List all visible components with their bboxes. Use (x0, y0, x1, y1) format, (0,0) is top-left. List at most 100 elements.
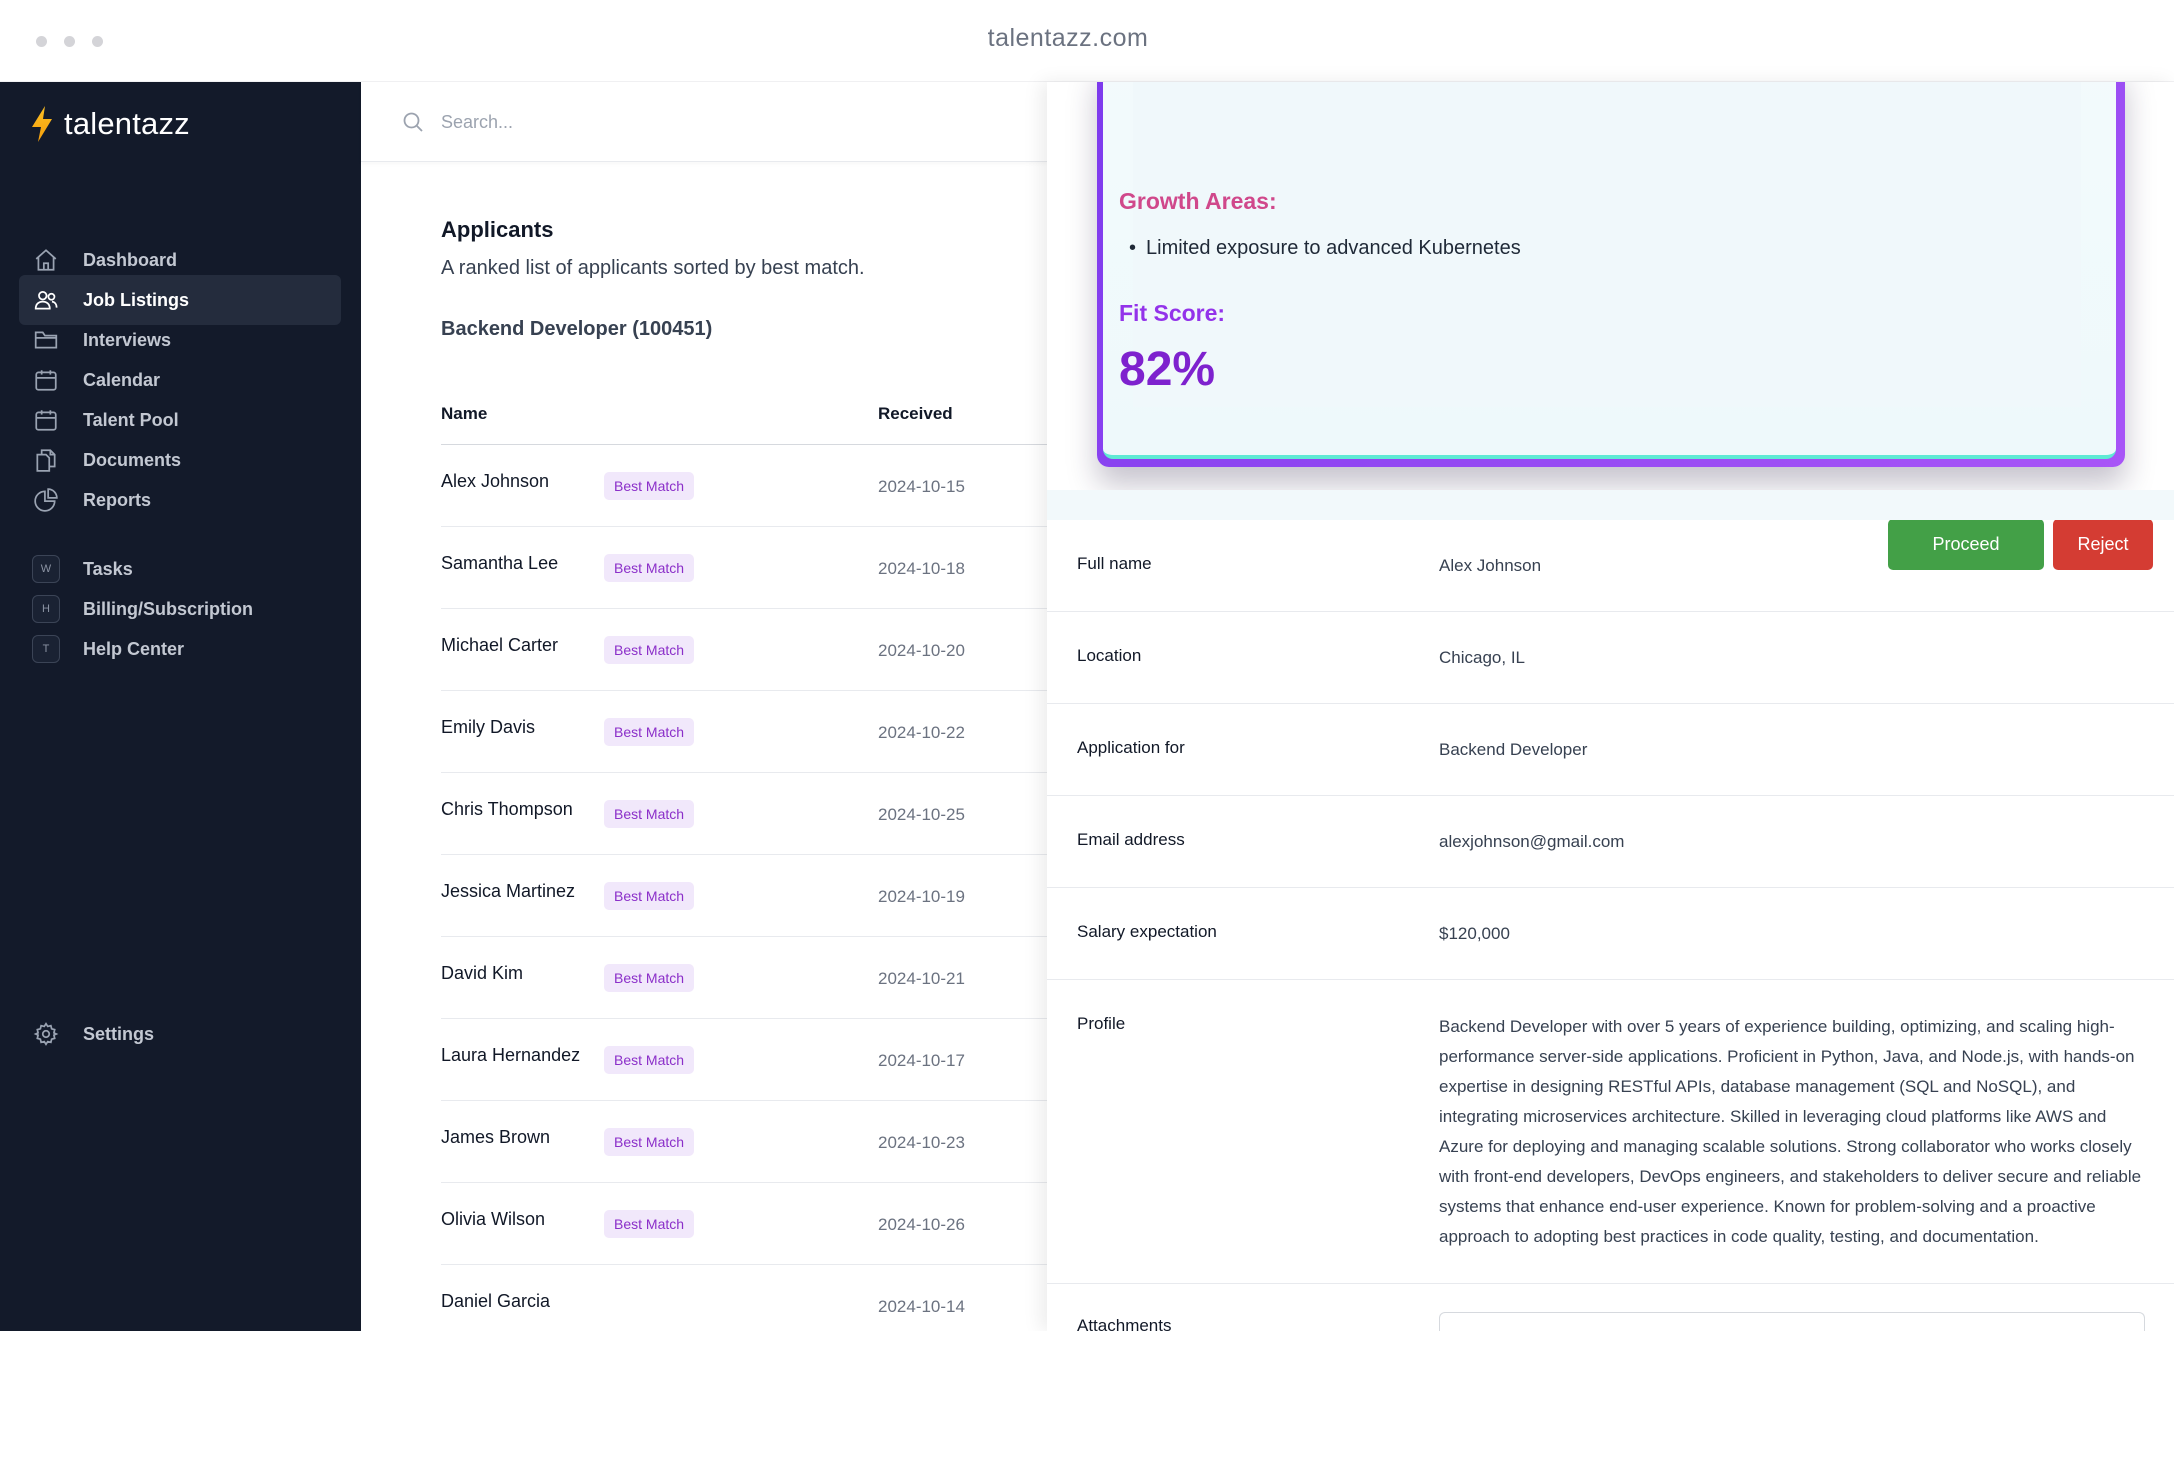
sidebar-item-label: Help Center (83, 638, 185, 659)
table-row[interactable]: Olivia Wilson Best Match 2024-10-26 (441, 1183, 1048, 1265)
address-bar-url[interactable]: talentazz.com (987, 24, 1149, 52)
analysis-card (1097, 82, 2125, 467)
fit-score-title: Fit Score: (1119, 300, 1226, 326)
proceed-button[interactable]: Proceed (1888, 519, 2044, 570)
window-controls (36, 36, 103, 47)
detail-label: Application for (1077, 738, 1185, 757)
sidebar-item-job-listings[interactable]: Job Listings (19, 275, 341, 325)
sidebar-item-interviews[interactable]: Interviews (19, 315, 341, 365)
attachments-box[interactable] (1439, 1312, 2145, 1331)
sidebar: talentazz Dashboard Job Listings Intervi… (0, 82, 361, 1331)
detail-value: $120,000 (1439, 924, 1510, 943)
detail-label: Location (1077, 646, 1142, 665)
best-match-badge: Best Match (604, 800, 695, 828)
window-dot[interactable] (92, 36, 103, 47)
window-dot[interactable] (64, 36, 75, 47)
received-date: 2024-10-25 (878, 805, 965, 824)
search-bar (361, 82, 1048, 162)
page-title: Applicants (441, 217, 554, 242)
sidebar-item-label: Job Listings (83, 289, 190, 310)
page-subtitle: A ranked list of applicants sorted by be… (441, 257, 865, 279)
sidebar-item-settings[interactable]: Settings (19, 1009, 341, 1059)
sidebar-item-label: Interviews (83, 329, 172, 350)
sidebar-item-label: Tasks (83, 558, 133, 579)
best-match-badge: Best Match (604, 718, 695, 746)
users-icon (31, 285, 61, 315)
table-row[interactable]: Alex Johnson Best Match 2024-10-15 (441, 445, 1048, 527)
best-match-badge: Best Match (604, 1046, 695, 1074)
applicant-name: Emily Davis (441, 717, 536, 737)
profile-text: Backend Developer with over 5 years of e… (1439, 1017, 2142, 1246)
applicant-name: Samantha Lee (441, 553, 559, 573)
section-divider-band (1047, 490, 2174, 520)
browser-chrome: talentazz.com (0, 0, 2174, 82)
best-match-badge: Best Match (604, 1210, 695, 1238)
received-date: 2024-10-23 (878, 1133, 965, 1152)
search-input[interactable] (441, 104, 841, 140)
received-date: 2024-10-22 (878, 723, 965, 742)
pie-chart-icon (31, 485, 61, 515)
table-row[interactable]: Jessica Martinez Best Match 2024-10-19 (441, 855, 1048, 937)
sidebar-item-label: Talent Pool (83, 409, 179, 430)
applicant-name: David Kim (441, 963, 524, 983)
applicant-name: Jessica Martinez (441, 881, 576, 901)
sidebar-item-billing[interactable]: H Billing/Subscription (19, 584, 341, 634)
documents-icon (31, 445, 61, 475)
sidebar-item-calendar[interactable]: Calendar (19, 355, 341, 405)
sidebar-item-tasks[interactable]: W Tasks (19, 544, 341, 594)
calendar-icon (31, 405, 61, 435)
table-row[interactable]: James Brown Best Match 2024-10-23 (441, 1101, 1048, 1183)
fit-score-value: 82% (1119, 343, 1216, 396)
sidebar-item-reports[interactable]: Reports (19, 475, 341, 525)
detail-row-profile: Profile Backend Developer with over 5 ye… (1047, 980, 2174, 1284)
column-header-name[interactable]: Name (441, 404, 488, 423)
window-dot[interactable] (36, 36, 47, 47)
detail-value: Chicago, IL (1439, 648, 1525, 667)
sidebar-item-label: Dashboard (83, 249, 178, 270)
table-divider (441, 444, 1048, 445)
detail-label: Email address (1077, 830, 1185, 849)
reject-button[interactable]: Reject (2053, 519, 2153, 570)
sidebar-item-label: Calendar (83, 369, 161, 390)
search-icon (401, 110, 425, 139)
brand-name: talentazz (64, 106, 190, 141)
table-row[interactable]: Samantha Lee Best Match 2024-10-18 (441, 527, 1048, 609)
best-match-badge: Best Match (604, 636, 695, 664)
analysis-card-body (1103, 82, 2116, 459)
sidebar-item-dashboard[interactable]: Dashboard (19, 235, 341, 285)
applicant-name: Laura Hernandez (441, 1045, 581, 1065)
table-row[interactable]: David Kim Best Match 2024-10-21 (441, 937, 1048, 1019)
table-row[interactable]: Laura Hernandez Best Match 2024-10-17 (441, 1019, 1048, 1101)
sidebar-item-label: Documents (83, 449, 182, 470)
growth-areas-title: Growth Areas: (1119, 188, 1277, 214)
applicant-name: James Brown (441, 1127, 551, 1147)
detail-label: Full name (1077, 554, 1152, 573)
sidebar-item-documents[interactable]: Documents (19, 435, 341, 485)
sidebar-item-help-center[interactable]: T Help Center (19, 624, 341, 674)
sidebar-item-label: Billing/Subscription (83, 598, 253, 619)
brand-logo[interactable]: talentazz (28, 104, 190, 144)
best-match-badge: Best Match (604, 882, 695, 910)
detail-value[interactable]: alexjohnson@gmail.com (1439, 832, 1625, 851)
sidebar-item-talent-pool[interactable]: Talent Pool (19, 395, 341, 445)
applicant-name: Olivia Wilson (441, 1209, 546, 1229)
received-date: 2024-10-15 (878, 477, 965, 496)
table-row[interactable]: Michael Carter Best Match 2024-10-20 (441, 609, 1048, 691)
applicant-name: Michael Carter (441, 635, 559, 655)
gear-icon (31, 1019, 61, 1049)
table-row[interactable]: Emily Davis Best Match 2024-10-22 (441, 691, 1048, 773)
shortcut-key: T (31, 634, 61, 664)
shortcut-key-badge: H (32, 595, 60, 623)
applicant-name: Chris Thompson (441, 799, 573, 819)
column-header-received[interactable]: Received (878, 404, 953, 423)
received-date: 2024-10-20 (878, 641, 965, 660)
detail-row-application: Application for Backend Developer (1047, 704, 2174, 796)
table-row[interactable]: Chris Thompson Best Match 2024-10-25 (441, 773, 1048, 855)
sidebar-item-label: Reports (83, 489, 152, 510)
applicant-detail-panel: Growth Areas: Limited exposure to advanc… (1047, 82, 2174, 1331)
received-date: 2024-10-14 (878, 1297, 965, 1316)
lightning-icon (32, 106, 52, 142)
sidebar-item-label: Settings (83, 1023, 155, 1044)
detail-row-location: Location Chicago, IL (1047, 612, 2174, 704)
detail-value: Alex Johnson (1439, 556, 1542, 575)
